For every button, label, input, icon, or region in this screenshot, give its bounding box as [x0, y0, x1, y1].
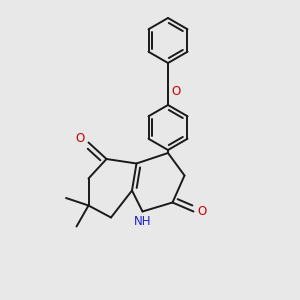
Text: O: O	[76, 131, 85, 145]
Text: NH: NH	[134, 214, 151, 228]
Text: O: O	[197, 205, 206, 218]
Text: O: O	[172, 85, 181, 98]
